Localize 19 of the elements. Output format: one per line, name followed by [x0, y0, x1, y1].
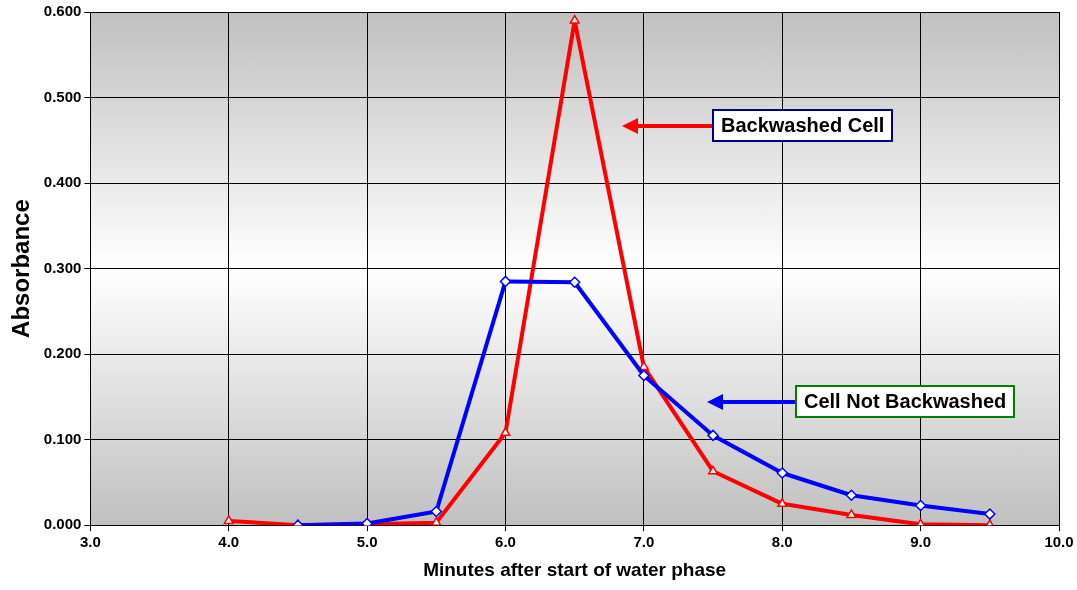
- x-tick-label: 3.0: [79, 533, 101, 551]
- x-tick-label: 6.0: [495, 533, 516, 551]
- y-tick-label: 0.300: [43, 258, 82, 276]
- x-tick-label: 8.0: [771, 533, 793, 551]
- y-axis-title: Absorbance: [7, 199, 35, 338]
- x-tick-label: 10.0: [1044, 533, 1074, 551]
- x-axis-title: Minutes after start of water phase: [423, 558, 727, 580]
- annotation: Backwashed Cell: [712, 109, 894, 142]
- y-tick-label: 0.500: [43, 87, 82, 105]
- y-tick-label: 0.400: [43, 173, 82, 191]
- y-tick-label: 0.000: [43, 515, 82, 533]
- x-tick-label: 7.0: [633, 533, 655, 551]
- x-tick-label: 5.0: [356, 533, 378, 551]
- y-tick-label: 0.100: [43, 429, 82, 447]
- annotation: Cell Not Backwashed: [795, 385, 1016, 418]
- y-tick-label: 0.200: [43, 344, 82, 362]
- x-tick-label: 4.0: [218, 533, 240, 551]
- x-tick-label: 9.0: [910, 533, 932, 551]
- y-tick-label: 0.600: [43, 2, 82, 20]
